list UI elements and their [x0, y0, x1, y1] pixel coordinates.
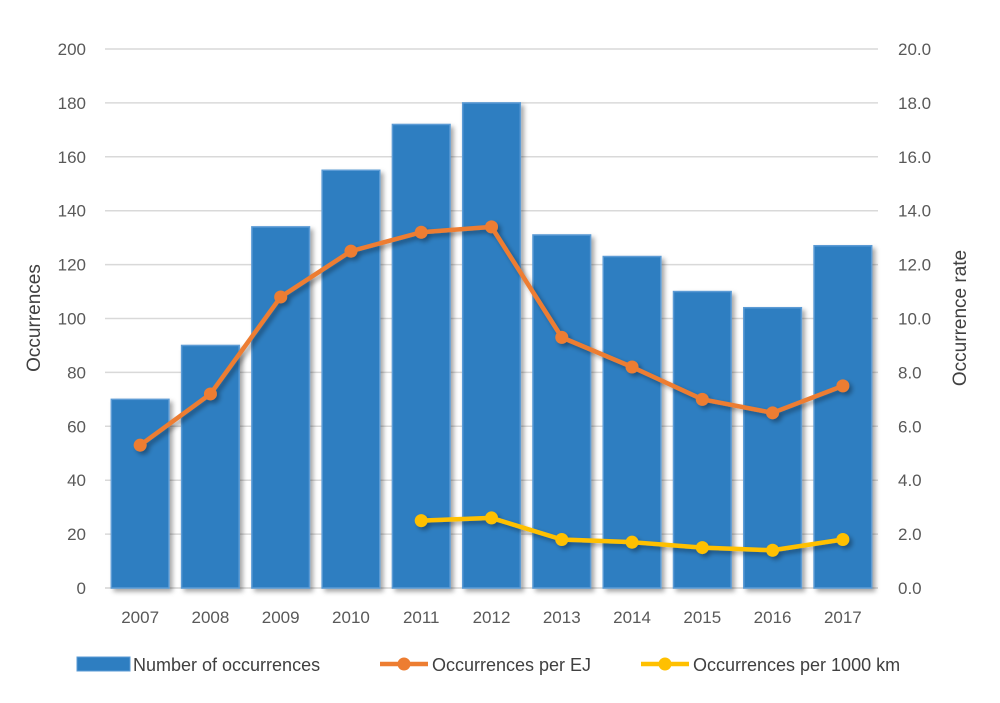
x-tick-label: 2012 — [473, 608, 511, 627]
bar — [110, 398, 170, 589]
x-tick-label: 2016 — [754, 608, 792, 627]
y-tick-label: 200 — [58, 40, 86, 59]
y2-tick-label: 14.0 — [898, 202, 931, 221]
legend-marker — [658, 657, 672, 671]
data-point — [836, 532, 850, 546]
legend-item: Occurrences per EJ — [380, 655, 591, 675]
y2-tick-label: 4.0 — [898, 471, 922, 490]
right-axis-title: Occurrence rate — [950, 250, 971, 386]
y-tick-label: 60 — [67, 417, 86, 436]
bar — [602, 255, 662, 589]
data-point — [766, 406, 780, 420]
y2-tick-label: 0.0 — [898, 579, 922, 598]
x-tick-label: 2014 — [613, 608, 651, 627]
data-point — [485, 511, 498, 525]
legend-swatch — [76, 656, 131, 672]
y2-tick-label: 8.0 — [898, 363, 922, 382]
data-point — [274, 290, 288, 304]
data-point — [203, 387, 217, 401]
x-tick-label: 2015 — [683, 608, 721, 627]
legend-label: Occurrences per 1000 km — [693, 655, 900, 675]
bar — [672, 290, 732, 589]
y2-tick-label: 16.0 — [898, 148, 931, 167]
data-point — [344, 244, 358, 258]
left-axis-title: Occurrences — [24, 264, 45, 372]
legend-label: Occurrences per EJ — [432, 655, 591, 675]
y2-tick-label: 20.0 — [898, 40, 931, 59]
bar — [391, 123, 451, 589]
line-series — [133, 220, 850, 557]
bar — [461, 102, 522, 589]
x-tick-label: 2013 — [543, 608, 581, 627]
data-point — [695, 541, 709, 555]
line-series-group — [133, 220, 850, 452]
data-point — [485, 220, 498, 234]
data-point — [133, 438, 147, 452]
left-axis-ticks: 0 20 40 60 80 100 120 140 160 180 200 — [58, 40, 86, 598]
data-point — [625, 535, 639, 549]
data-point — [695, 392, 709, 406]
data-point — [766, 543, 780, 557]
x-axis-ticks: 2007 2008 2009 2010 2011 2012 2013 2014 2015 2016… — [121, 608, 862, 627]
y-tick-label: 40 — [67, 471, 86, 490]
legend-item: Number of occurrences — [76, 655, 320, 675]
y-tick-label: 20 — [67, 525, 86, 544]
y2-tick-label: 6.0 — [898, 417, 922, 436]
bar — [813, 244, 873, 589]
y2-tick-label: 2.0 — [898, 525, 922, 544]
data-point — [555, 330, 569, 344]
data-point — [414, 225, 428, 239]
y-tick-label: 140 — [58, 202, 86, 221]
data-point — [555, 532, 569, 546]
data-point — [836, 379, 850, 393]
right-axis-ticks: 0.0 2.0 4.0 6.0 8.0 10.0 12.0 14.0 16.0 18.0 20.0 — [898, 40, 931, 598]
legend-marker — [397, 657, 411, 671]
bar — [321, 169, 381, 589]
y2-tick-label: 12.0 — [898, 256, 931, 275]
bar — [743, 306, 803, 589]
y-tick-label: 160 — [58, 148, 86, 167]
y-tick-label: 100 — [58, 310, 86, 329]
y-tick-label: 120 — [58, 256, 86, 275]
legend: Number of occurrences Occurrences per EJ O… — [76, 655, 900, 675]
y-tick-label: 80 — [67, 363, 86, 382]
y2-tick-label: 10.0 — [898, 310, 931, 329]
legend-label: Number of occurrences — [133, 655, 320, 675]
line-series-group — [414, 511, 850, 557]
bar — [532, 234, 592, 589]
x-tick-label: 2008 — [191, 608, 229, 627]
data-point — [414, 514, 428, 528]
x-tick-label: 2017 — [824, 608, 862, 627]
data-point — [625, 360, 639, 374]
y-tick-label: 180 — [58, 94, 86, 113]
x-tick-label: 2009 — [262, 608, 300, 627]
bar — [180, 344, 240, 589]
bar — [251, 226, 311, 589]
y-tick-label: 0 — [77, 579, 86, 598]
y2-tick-label: 18.0 — [898, 94, 931, 113]
x-tick-label: 2011 — [403, 608, 440, 627]
legend-item: Occurrences per 1000 km — [641, 655, 900, 675]
x-tick-label: 2010 — [332, 608, 370, 627]
x-tick-label: 2007 — [121, 608, 159, 627]
